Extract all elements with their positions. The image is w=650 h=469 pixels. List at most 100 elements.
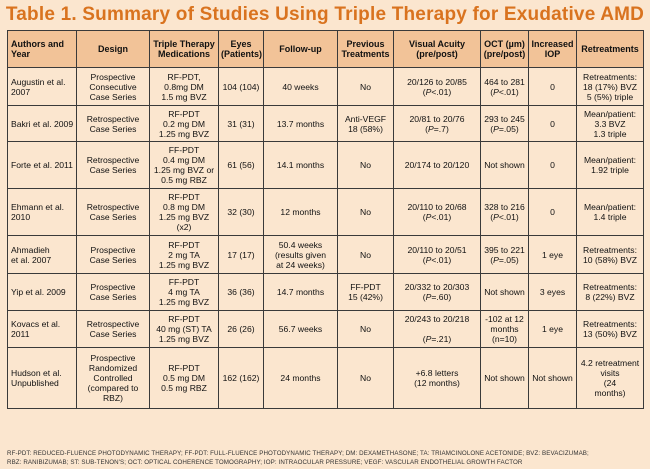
cell-previous: No — [337, 67, 394, 106]
cell-authors: Hudson et al. Unpublished — [7, 347, 77, 409]
cell-text: 0.5 mg RBZ — [161, 175, 207, 185]
cell-text: 1 eye — [541, 324, 564, 334]
cell-text: Mean/patient: — [583, 155, 637, 165]
cell-text: RF-PDT — [168, 192, 200, 202]
cell-text: 2007 — [11, 86, 31, 97]
cell-retreatments: Retreatments: 13 (50%) BVZ — [576, 310, 644, 348]
cell-retreatments: Mean/patient: 3.3 BVZ 1.3 triple — [576, 105, 644, 142]
cell-retreatments: Retreatments: 10 (58%) BVZ — [576, 235, 644, 274]
cell-text: Mean/patient: — [583, 108, 637, 119]
cell-text: 3.3 BVZ — [594, 118, 626, 129]
cell-text: 0.8 mg DM — [162, 202, 206, 212]
cell-text: 14.7 months — [276, 287, 325, 297]
header-text: Treatments — [341, 49, 390, 59]
cell-eyes: 31 (31) — [218, 105, 264, 142]
cell-authors: Forte et al. 2011 — [7, 141, 77, 189]
cell-text: (P=.21) — [422, 334, 452, 344]
cell-text: 12 months — [280, 207, 321, 217]
cell-text: Not shown — [532, 373, 573, 383]
cell-text: RF-PDT — [168, 108, 200, 119]
cell-iop: 0 — [528, 67, 577, 106]
cell-text: 31 (31) — [227, 118, 255, 129]
cell-iop: 1 eye — [528, 310, 577, 348]
cell-iop: 3 eyes — [528, 273, 577, 311]
table-row: Kovacs et al. 2011 Retrospective Case Serie… — [7, 310, 644, 348]
column-header-medications: Triple Therapy Medications — [149, 30, 219, 68]
cell-text: 0.5 mg RBZ — [161, 383, 207, 393]
cell-text: 1.25 mg BVZ — [158, 334, 210, 344]
column-header-previous: Previous Treatments — [337, 30, 394, 68]
cell-text: 13.7 months — [276, 118, 325, 129]
cell-text: 3 eyes — [539, 287, 566, 297]
cell-design: Prospective Consecutive Case Series — [76, 67, 150, 106]
cell-retreatments: 4.2 retreatment visits (24 months) — [576, 347, 644, 409]
header-text: Authors and — [11, 39, 64, 49]
cell-text: 328 to 216 — [484, 202, 525, 212]
cell-followup: 50.4 weeks (results given at 24 weeks) — [263, 235, 338, 274]
cell-medications: RF-PDT, 0.8mg DM 1.5 mg BVZ — [149, 67, 219, 106]
cell-text: 17 (17) — [227, 249, 255, 260]
cell-visual-acuity: 20/81 to 20/76 (P=.7) — [393, 105, 481, 142]
cell-text: No — [360, 324, 371, 334]
cell-text: 32 (30) — [227, 207, 255, 217]
cell-authors: Ahmadieh et al. 2007 — [7, 235, 77, 274]
cell-text: Hudson et al. — [11, 368, 62, 378]
cell-previous: No — [337, 347, 394, 409]
cell-text: 20/81 to 20/76 — [409, 113, 465, 124]
cell-visual-acuity: 20/332 to 20/303 (P=.60) — [393, 273, 481, 311]
cell-text: RF-PDT — [168, 239, 200, 250]
cell-visual-acuity: 20/174 to 20/120 — [393, 141, 481, 189]
cell-medications: RF-PDT 0.5 mg DM 0.5 mg RBZ — [149, 347, 219, 409]
cell-authors: Bakri et al. 2009 — [7, 105, 77, 142]
cell-authors: Ehmann et al. 2010 — [7, 188, 77, 236]
table-title: Table 1. Summary of Studies Using Triple… — [5, 4, 645, 25]
header-text: Follow-up — [279, 44, 322, 54]
cell-oct: 293 to 245 (P=.05) — [480, 105, 529, 142]
cell-text: 18 (58%) — [348, 123, 383, 134]
cell-visual-acuity: 20/126 to 20/85 (P<.01) — [393, 67, 481, 106]
cell-iop: Not shown — [528, 347, 577, 409]
header-text: Eyes — [230, 39, 252, 49]
cell-text — [396, 324, 478, 334]
cell-text: Case Series — [89, 91, 137, 102]
cell-text: Yip et al. 2009 — [11, 287, 66, 297]
header-text: Year — [11, 49, 31, 59]
cell-text: 0 — [550, 207, 555, 217]
cell-text: 20/174 to 20/120 — [404, 160, 470, 170]
cell-text: 20/243 to 20/218 — [404, 314, 470, 324]
cell-text: Case Series — [89, 212, 137, 222]
header-text: Design — [97, 44, 128, 54]
cell-retreatments: Retreatments: 18 (17%) BVZ 5 (5%) triple — [576, 67, 644, 106]
cell-text: 1.25 mg BVZ or — [153, 165, 215, 175]
cell-followup: 40 weeks — [263, 67, 338, 106]
cell-followup: 12 months — [263, 188, 338, 236]
cell-text: Augustin et al. — [11, 76, 66, 87]
cell-design: Retrospective Case Series — [76, 105, 150, 142]
cell-text: 20/332 to 20/303 — [404, 282, 470, 292]
cell-text: et al. 2007 — [11, 254, 52, 265]
cell-design: Retrospective Case Series — [76, 188, 150, 236]
cell-text: 1.4 triple — [593, 212, 627, 222]
cell-text: +6.8 letters — [415, 368, 459, 378]
cell-text: 14.1 months — [276, 160, 325, 170]
cell-text: Retrospective — [86, 202, 140, 212]
cell-text: (P<.01) — [422, 212, 452, 222]
cell-text: 2 mg TA — [168, 249, 200, 260]
cell-oct: Not shown — [480, 273, 529, 311]
table-row: Bakri et al. 2009 Retrospective Case Serie… — [7, 105, 644, 142]
cell-iop: 0 — [528, 105, 577, 142]
cell-oct: 464 to 281 (P<.01) — [480, 67, 529, 106]
cell-medications: FF-PDT 4 mg TA 1.25 mg BVZ — [149, 273, 219, 311]
cell-authors: Yip et al. 2009 — [7, 273, 77, 311]
column-header-iop: Increased IOP — [528, 30, 577, 68]
cell-retreatments: Mean/patient: 1.92 triple — [576, 141, 644, 189]
cell-text: Prospective — [90, 71, 136, 82]
cell-text: Case Series — [89, 292, 137, 302]
cell-text: 40 weeks — [282, 81, 319, 92]
cell-text: No — [360, 249, 371, 260]
header-text: IOP — [544, 49, 561, 59]
cell-text: Prospective — [90, 353, 136, 363]
column-header-oct: OCT (µm) (pre/post) — [480, 30, 529, 68]
cell-text: -102 at 12 — [485, 314, 524, 324]
cell-text: 293 to 245 — [484, 113, 525, 124]
